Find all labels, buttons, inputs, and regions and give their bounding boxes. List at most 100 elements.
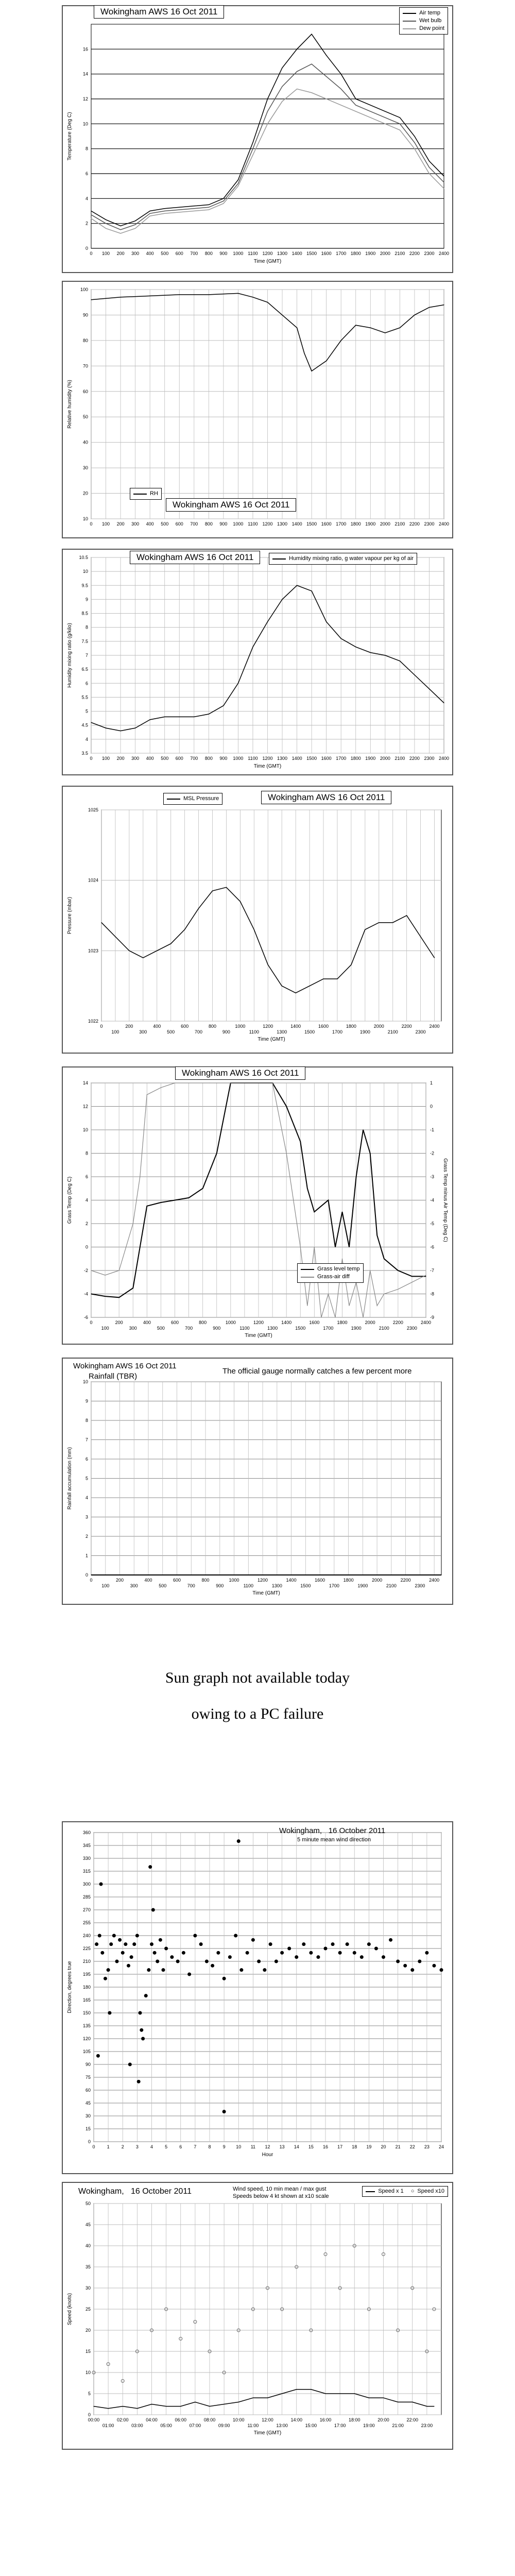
mixing-ratio-chart-title: Wokingham AWS 16 Oct 2011 (130, 551, 261, 564)
x-tick-label: 1300 (277, 1029, 287, 1035)
speed-x10-point (164, 2307, 168, 2311)
mixing-ratio-chart: 3.5 4 4.5 5 5.5 6 6.5 7 7.5 8 8.5 9 9.5 10 10.5 0 100 200… (67, 555, 449, 769)
x-tick-label: 1300 (267, 1326, 278, 1331)
legend-label-mixing-ratio: Humidity mixing ratio, g water vapour pe… (289, 555, 414, 562)
x-tick-label: 6 (179, 2144, 182, 2149)
grass-air-diff-line-point (425, 1275, 426, 1276)
wet-bulb-line-point (267, 111, 268, 112)
speed-x10-point (92, 2370, 96, 2375)
wind-direction-point (104, 1976, 107, 1980)
rh-line-point (443, 304, 444, 306)
x-tick-label: 1600 (321, 756, 332, 761)
wind-direction-point (403, 1963, 407, 1968)
legend-label-grass-level-temp: Grass level temp (317, 1266, 360, 1272)
x-tick-label: 2100 (394, 756, 405, 761)
y-tick-label: 330 (83, 1856, 91, 1861)
temperature-chart: 0 2 4 6 8 10 12 14 16 0 100 200 300 400 500 600 700 800 90… (67, 24, 449, 264)
wind-direction-point (295, 1955, 299, 1959)
x-tick-label: 1800 (344, 1578, 354, 1583)
x-tick-label: 18:00 (349, 2417, 360, 2422)
x-axis-label: Time (GMT) (254, 2430, 282, 2436)
y-tick-label: 7 (85, 653, 88, 658)
right-y-tick-label: -9 (430, 1315, 434, 1320)
speed-x10-marker-icon: ○ (410, 2188, 415, 2194)
wind-speed-legend: Speed x 1 ○ Speed x10 (362, 2186, 448, 2197)
y-tick-label: 120 (83, 2036, 91, 2041)
x-tick-label: 1500 (300, 1583, 311, 1588)
wind-direction-chart-subtitle: 5 minute mean wind direction (297, 1837, 371, 1843)
speed-x1-line-point (354, 2393, 355, 2394)
speed-x10-point (135, 2349, 139, 2353)
y-tick-label: 7 (85, 1437, 88, 1443)
wind-direction-point (193, 1934, 197, 1938)
msl-pressure-line-point (198, 908, 199, 909)
grass-air-diff-line-point (216, 1082, 217, 1083)
x-tick-label: 2100 (394, 521, 405, 527)
x-tick-label: 1400 (292, 251, 302, 256)
y-tick-label: 1022 (88, 1019, 98, 1024)
x-tick-label: 500 (167, 1029, 175, 1035)
wind-direction-point (374, 1946, 378, 1951)
wind-direction-point (274, 1959, 278, 1963)
x-tick-label: 600 (176, 251, 183, 256)
x-tick-label: 700 (187, 1583, 195, 1588)
x-tick-label: 1400 (290, 1024, 301, 1029)
x-tick-label: 1800 (351, 251, 361, 256)
y-tick-label: 4 (85, 1495, 88, 1500)
msl-pressure-line-point (226, 887, 227, 888)
x-tick-label: 1000 (233, 756, 243, 761)
x-tick-label: 600 (176, 521, 183, 527)
x-tick-label: 1500 (306, 251, 317, 256)
y-tick-label: 150 (83, 2010, 91, 2015)
y-tick-label: 5 (85, 1476, 88, 1481)
dew-point-line-point (443, 188, 444, 189)
msl-pressure-swatch (167, 798, 180, 800)
x-tick-label: 8 (208, 2144, 211, 2149)
x-tick-label: 04:00 (146, 2417, 158, 2422)
msl-pressure-line-point (434, 957, 435, 958)
speed-x10-point (295, 2265, 299, 2269)
x-tick-label: 19 (366, 2144, 371, 2149)
right-y-axis-label: Grass Temp minus Air Temp (Deg C) (442, 1158, 448, 1242)
sun-graph-notice-line1: Sun graph not available today (165, 1669, 350, 1686)
y-tick-label: 60 (83, 389, 88, 394)
x-tick-label: 01:00 (102, 2423, 114, 2428)
dew-point-line-point (355, 111, 356, 112)
x-tick-label: 2000 (372, 1578, 382, 1583)
x-tick-label: 3 (136, 2144, 139, 2149)
x-tick-label: 1300 (277, 251, 287, 256)
wind-direction-point (222, 1976, 226, 1980)
wind-speed-chart-title: Wokingham, 16 October 2011 (78, 2187, 192, 2196)
x-tick-label: 2 (122, 2144, 124, 2149)
y-tick-label: 300 (83, 1882, 91, 1887)
x-tick-label: 12:00 (262, 2417, 273, 2422)
speed-x10-point (382, 2252, 385, 2256)
wind-direction-point (129, 1955, 133, 1959)
x-tick-label: 1 (107, 2144, 110, 2149)
x-tick-label: 800 (209, 1024, 216, 1029)
y-tick-label: 0 (85, 246, 88, 251)
x-tick-label: 1800 (351, 521, 361, 527)
wind-direction-point (268, 1942, 272, 1946)
x-tick-label: 1200 (253, 1320, 264, 1325)
x-tick-label: 00:00 (88, 2417, 100, 2422)
rh-line (91, 293, 444, 372)
x-tick-label: 2000 (380, 756, 390, 761)
x-tick-label: 300 (131, 521, 139, 527)
x-tick-label: 2300 (424, 756, 434, 761)
rh-line-point (179, 294, 180, 295)
wet-bulb-line-point (179, 209, 180, 210)
x-tick-label: 03:00 (131, 2423, 143, 2428)
x-tick-label: 500 (161, 521, 168, 527)
wind-direction-point (124, 1942, 128, 1946)
speed-x10-point (367, 2307, 371, 2311)
x-tick-label: 21:00 (392, 2423, 404, 2428)
x-tick-label: 200 (117, 251, 125, 256)
wind-speed-chart-panel: 0 5 10 15 20 25 30 35 40 45 50 00:00 01:00 02:00 03:00… (62, 2182, 453, 2450)
right-y-tick-label: -6 (430, 1245, 434, 1250)
x-tick-label: 08:00 (204, 2417, 216, 2422)
wind-direction-point (410, 1968, 415, 1972)
x-tick-label: 1000 (233, 251, 243, 256)
x-tick-label: 1700 (336, 756, 346, 761)
x-tick-label: 1400 (281, 1320, 291, 1325)
